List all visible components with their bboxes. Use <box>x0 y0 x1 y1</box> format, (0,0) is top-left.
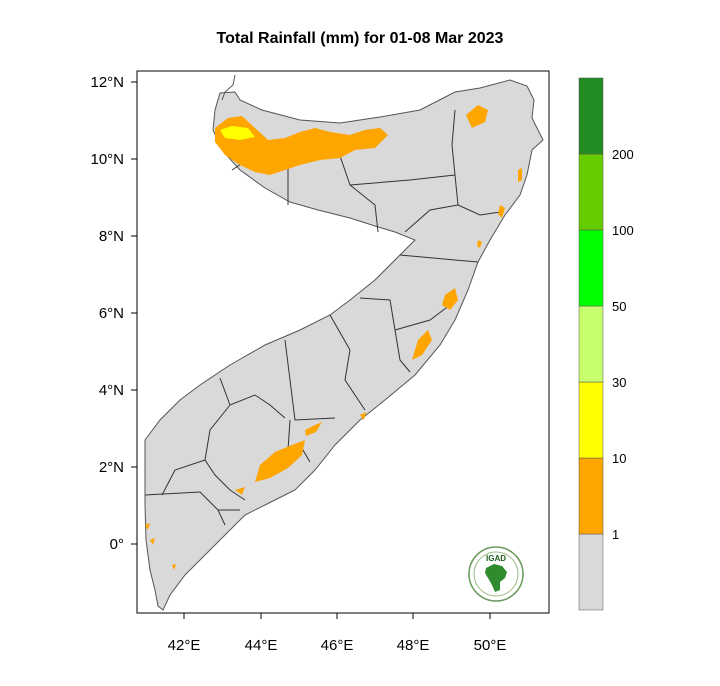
latitude-axis <box>131 81 137 545</box>
rainfall-10-30-area <box>220 126 255 140</box>
colorbar-bin-3 <box>578 381 604 459</box>
lat-label-4n: 4°N <box>99 382 124 399</box>
lat-label-10n: 10°N <box>90 151 124 168</box>
lat-label-8n: 8°N <box>99 228 124 245</box>
colorbar-label-100: 100 <box>612 223 634 238</box>
northwest-coast-line <box>221 74 236 101</box>
colorbar-bin-1 <box>578 533 604 611</box>
rainfall-1-10-areas <box>145 105 522 570</box>
colorbar-bin-6 <box>578 153 604 231</box>
colorbar-label-30: 30 <box>612 375 626 390</box>
lon-label-44e: 44°E <box>245 637 278 654</box>
lon-label-48e: 48°E <box>397 637 430 654</box>
colorbar-label-10: 10 <box>612 451 626 466</box>
lat-label-12n: 12°N <box>90 74 124 91</box>
lat-label-2n: 2°N <box>99 459 124 476</box>
colorbar-label-200: 200 <box>612 147 634 162</box>
lon-label-50e: 50°E <box>474 637 507 654</box>
logo-text: IGAD <box>486 554 506 563</box>
igad-logo: IGAD <box>468 546 524 602</box>
colorbar-bin-5 <box>578 229 604 307</box>
lon-label-42e: 42°E <box>168 637 201 654</box>
lat-label-6n: 6°N <box>99 305 124 322</box>
map-title: Total Rainfall (mm) for 01-08 Mar 2023 <box>216 30 504 47</box>
colorbar-bin-4 <box>578 305 604 383</box>
colorbar-bin-7 <box>578 77 604 155</box>
somalia-land <box>144 79 544 611</box>
colorbar-label-50: 50 <box>612 299 626 314</box>
lon-label-46e: 46°E <box>321 637 354 654</box>
colorbar <box>578 77 604 611</box>
colorbar-label-1: 1 <box>612 527 619 542</box>
colorbar-bin-2 <box>578 457 604 535</box>
lat-label-0: 0° <box>110 536 124 553</box>
longitude-axis <box>183 613 491 619</box>
